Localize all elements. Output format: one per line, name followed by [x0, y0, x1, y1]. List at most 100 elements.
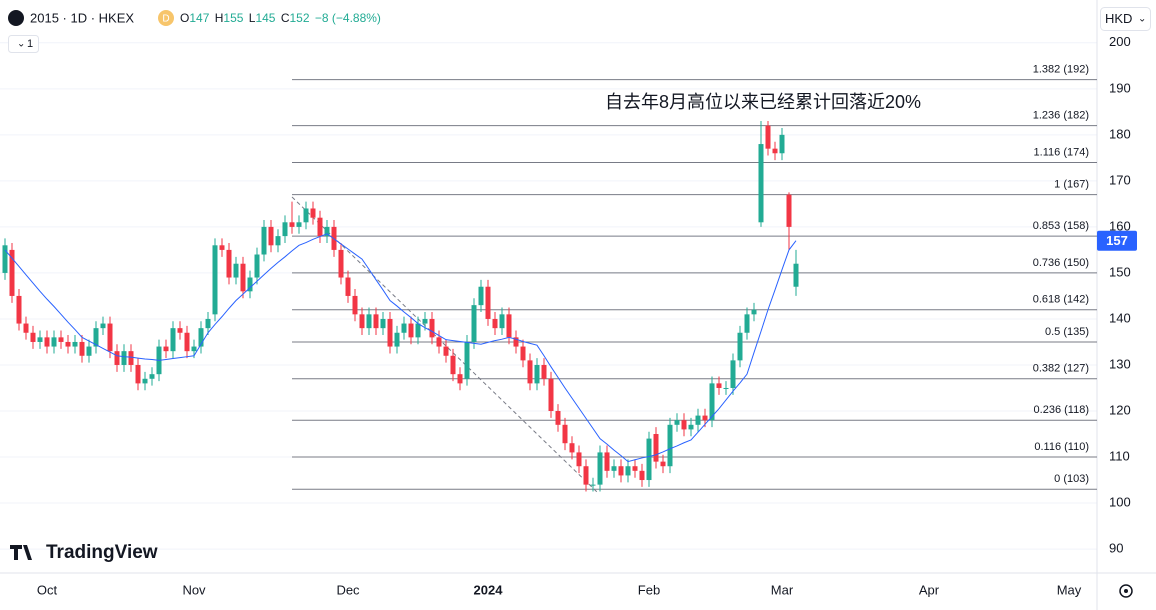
y-tick-label: 190 — [1109, 80, 1131, 95]
candle-body — [9, 249, 15, 296]
candle-body — [380, 318, 386, 329]
ohlc-prefix: H — [215, 11, 224, 25]
candle-body — [625, 466, 631, 476]
y-tick-label: 150 — [1109, 264, 1131, 279]
fib-label: 0 (103) — [1054, 473, 1089, 485]
indicator-toggle[interactable] — [8, 35, 39, 53]
candle-body — [121, 351, 127, 365]
candle-body — [359, 314, 365, 329]
ohlc-value: 152 — [290, 11, 310, 25]
currency-button[interactable] — [1100, 7, 1151, 31]
fib-label: 0.116 (110) — [1034, 441, 1089, 453]
y-tick-label: 170 — [1109, 172, 1131, 187]
candle-body — [240, 263, 246, 292]
candle-body — [730, 360, 736, 388]
candle-body — [485, 286, 491, 319]
symbol: 2015 · 1D · HKEX — [30, 10, 134, 25]
y-tick-label: 110 — [1109, 448, 1130, 463]
candle-body — [191, 346, 197, 352]
y-tick-label: 180 — [1109, 126, 1131, 141]
candle-body — [86, 346, 92, 356]
candle-body — [254, 254, 260, 278]
ohlc-prefix: O — [180, 11, 189, 25]
candle-body — [58, 337, 64, 342]
candle-body — [65, 341, 71, 347]
candle-body — [163, 346, 169, 352]
candle-body — [373, 314, 379, 329]
annotation: 自去年8月高位以来已经累计回落近20% — [605, 92, 921, 112]
badge: D — [162, 14, 169, 25]
candle-body — [541, 364, 547, 379]
candle-body — [681, 420, 687, 430]
candle-body — [247, 277, 253, 292]
candle-body — [394, 332, 400, 347]
candle-body — [100, 323, 106, 329]
candle-body — [772, 148, 778, 154]
candle-body — [779, 134, 785, 154]
candle-body — [184, 332, 190, 352]
candle-body — [457, 374, 463, 384]
ohlc-value: 147 — [189, 11, 209, 25]
candle-body — [233, 263, 239, 278]
candle-body — [317, 217, 323, 237]
candle-body — [205, 318, 211, 329]
candle-body — [464, 341, 470, 379]
candle-body — [639, 470, 645, 481]
y-tick-label: 90 — [1109, 541, 1123, 556]
fib-label: 1.236 (182) — [1033, 110, 1089, 122]
logo: TradingView — [46, 542, 158, 563]
x-tick-label: Nov — [182, 582, 206, 597]
x-tick-label: Apr — [919, 582, 940, 597]
candle-body — [212, 245, 218, 315]
candle-body — [506, 314, 512, 338]
fib-label: 0.236 (118) — [1034, 404, 1089, 416]
settings-button[interactable] — [1119, 584, 1133, 598]
candle-body — [51, 337, 57, 347]
candle-body — [583, 466, 589, 485]
candle-body — [16, 295, 22, 324]
fib-trendline — [291, 196, 598, 493]
x-tick-label: Dec — [336, 582, 360, 597]
candle-body — [695, 415, 701, 425]
candle-body — [688, 424, 694, 430]
y-tick-label: 120 — [1109, 402, 1131, 417]
candle-body — [555, 410, 561, 425]
candle-body — [436, 337, 442, 347]
candle-body — [142, 378, 148, 384]
candle-body — [737, 332, 743, 361]
candle-body — [2, 245, 8, 273]
candle-body — [198, 328, 204, 347]
x-tick-label: 2024 — [474, 582, 504, 597]
candle-body — [23, 323, 29, 333]
candle-body — [527, 360, 533, 384]
candle-body — [562, 424, 568, 444]
fib-levels: 1.382 (192) 1.236 (182) 1.116 (174) 1 (167)… — [292, 64, 1097, 490]
candle-body — [310, 208, 316, 218]
fib-label: 1.116 (174) — [1034, 146, 1089, 158]
candle-body — [765, 125, 771, 149]
candle-body — [282, 222, 288, 237]
candle-body — [450, 355, 456, 375]
candle-body — [93, 328, 99, 347]
ohlc-prefix: C — [281, 11, 290, 25]
candle-body — [345, 277, 351, 296]
candle-body — [471, 305, 477, 342]
candle-body — [674, 420, 680, 425]
currency: HKD — [1105, 11, 1132, 26]
candle-body — [44, 337, 50, 347]
candle-body — [149, 374, 155, 379]
candle-body — [303, 208, 309, 223]
candle-body — [268, 226, 274, 246]
fib-label: 0.736 (150) — [1033, 257, 1089, 269]
candle-body — [128, 351, 134, 365]
candle-body — [576, 452, 582, 467]
candle-body — [324, 226, 330, 237]
candle-body — [604, 452, 610, 471]
ohlc-legend: O147 H155 L145 C152 −8 (−4.88%) — [180, 11, 381, 25]
fib-label: 1 (167) — [1054, 179, 1089, 191]
candle-body — [590, 484, 596, 486]
candle-body — [548, 378, 554, 411]
candle-body — [492, 318, 498, 329]
